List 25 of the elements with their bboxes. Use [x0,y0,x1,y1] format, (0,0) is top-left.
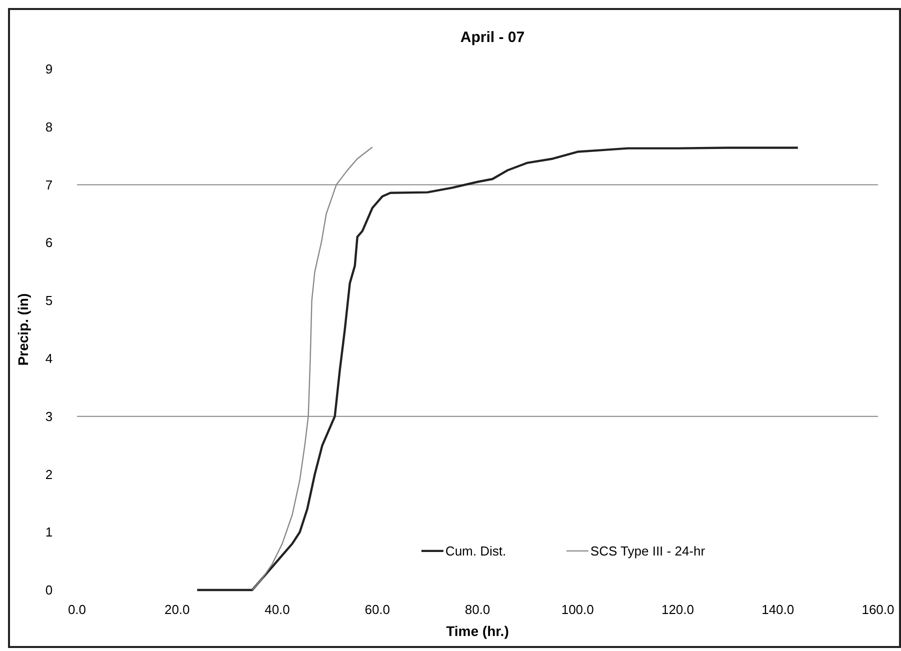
y-tick-label: 7 [45,177,53,192]
legend-label: SCS Type III - 24-hr [590,543,706,558]
y-tick-label: 3 [45,408,53,424]
x-tick-label: 120.0 [661,602,694,617]
y-tick-label: 0 [45,582,53,598]
x-tick-label: 140.0 [762,602,794,617]
x-tick-label: 60.0 [364,602,390,617]
y-tick-label: 8 [45,119,53,134]
x-tick-label: 80.0 [464,602,490,617]
y-axis-title: Precip. (in) [15,293,31,366]
legend-label: Cum. Dist. [445,543,506,558]
x-tick-label: 0.0 [68,602,86,617]
y-tick-label: 1 [45,524,53,540]
chart-title: April - 07 [460,29,525,46]
x-axis-title: Time (hr.) [446,623,509,639]
y-tick-label: 9 [45,62,53,77]
y-tick-label: 4 [45,350,53,366]
y-tick-label: 5 [45,293,53,308]
y-tick-label: 2 [45,466,53,482]
x-tick-label: 40.0 [264,602,290,617]
x-tick-label: 160.0 [862,602,894,617]
x-tick-label: 100.0 [561,602,594,617]
line-series [196,146,799,592]
y-tick-label: 6 [45,235,53,250]
x-tick-label: 20.0 [164,602,190,617]
